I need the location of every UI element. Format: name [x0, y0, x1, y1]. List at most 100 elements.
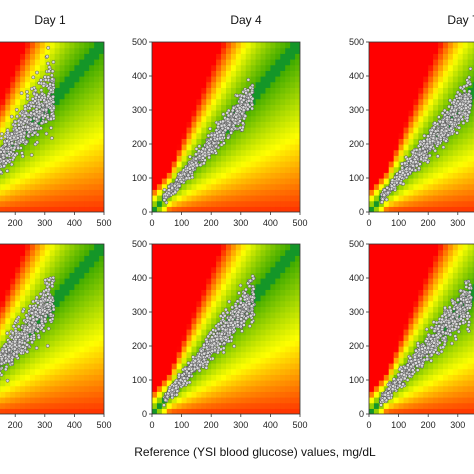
data-point	[435, 351, 440, 355]
data-point	[50, 69, 55, 74]
data-point	[181, 381, 186, 386]
data-point	[25, 96, 30, 101]
data-point	[184, 369, 189, 374]
data-point	[40, 95, 45, 100]
data-point	[414, 155, 419, 159]
x-tick-label: 200	[204, 420, 219, 430]
data-point	[386, 190, 390, 195]
data-point	[188, 154, 192, 159]
data-point	[468, 306, 472, 310]
x-tick-label: 0	[366, 420, 371, 430]
data-point	[45, 54, 50, 59]
data-point	[23, 107, 28, 112]
data-point	[450, 341, 454, 346]
y-tick-label: 100	[349, 375, 364, 385]
data-point	[0, 170, 3, 174]
data-point	[36, 300, 40, 305]
data-point	[0, 132, 4, 136]
data-point	[437, 341, 442, 345]
data-point	[463, 111, 468, 116]
data-point	[5, 139, 9, 143]
scatter-series	[0, 46, 56, 175]
y-tick-label: 200	[349, 139, 364, 149]
data-point	[411, 362, 416, 367]
data-point	[38, 299, 43, 304]
data-point	[22, 327, 27, 332]
panel-2: 0 100 200 300 400 500 0 100 200 300 400 500 Day 4	[132, 13, 308, 228]
data-point	[454, 337, 458, 341]
data-point	[32, 116, 37, 121]
data-point	[44, 100, 49, 105]
data-point	[434, 333, 439, 338]
data-point	[16, 146, 21, 150]
data-point	[16, 324, 21, 329]
data-point	[217, 130, 222, 134]
data-point	[222, 324, 227, 328]
data-point	[46, 326, 51, 331]
data-point	[231, 323, 235, 328]
data-point	[451, 301, 455, 306]
data-point	[50, 281, 54, 285]
data-point	[398, 170, 402, 174]
data-point	[425, 354, 429, 359]
data-point	[43, 314, 48, 318]
x-tick-label: 100	[174, 420, 189, 430]
data-point	[9, 114, 14, 119]
data-point	[173, 190, 178, 195]
data-point	[14, 350, 19, 354]
data-point	[33, 126, 38, 131]
data-point	[216, 122, 221, 126]
data-point	[390, 387, 395, 392]
data-point	[250, 102, 255, 107]
data-point	[10, 331, 15, 335]
data-point	[45, 302, 50, 307]
data-point	[51, 82, 55, 87]
data-point	[438, 333, 443, 338]
data-point	[239, 317, 243, 322]
data-point	[225, 117, 230, 121]
data-point	[10, 355, 15, 360]
data-point	[2, 149, 7, 154]
scatter-series	[379, 66, 473, 204]
data-point	[226, 323, 231, 328]
panel-title: Day 4	[230, 13, 262, 27]
data-point	[204, 345, 209, 350]
data-point	[195, 163, 199, 168]
data-point	[457, 92, 462, 97]
data-point	[439, 128, 444, 133]
data-point	[426, 346, 430, 350]
data-point	[244, 91, 248, 95]
data-point	[34, 346, 39, 350]
data-point	[227, 299, 231, 304]
data-point	[467, 110, 472, 114]
data-point	[440, 111, 445, 115]
data-point	[6, 130, 10, 135]
data-point	[459, 301, 463, 306]
data-point	[466, 311, 470, 315]
data-point	[38, 323, 42, 328]
data-point	[243, 114, 248, 118]
data-point	[230, 117, 235, 122]
data-point	[435, 154, 440, 159]
data-point	[409, 159, 413, 163]
data-point	[382, 193, 387, 198]
data-point	[50, 284, 55, 289]
data-point	[380, 398, 385, 403]
data-point	[464, 303, 469, 307]
data-point	[212, 341, 217, 346]
data-point	[448, 120, 453, 125]
data-point	[187, 380, 192, 385]
data-point	[469, 295, 473, 300]
data-point	[25, 316, 30, 320]
data-point	[238, 119, 242, 123]
data-point	[174, 392, 179, 397]
data-point	[246, 78, 251, 82]
data-point	[406, 363, 410, 367]
y-tick-label: 500	[132, 37, 147, 47]
data-point	[5, 169, 10, 173]
data-point	[193, 358, 198, 363]
data-point	[40, 91, 45, 96]
